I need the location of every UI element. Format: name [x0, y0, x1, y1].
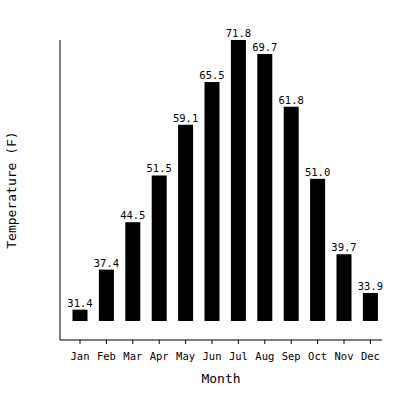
data-label: 59.1	[173, 112, 198, 124]
bar	[99, 270, 114, 321]
x-tick-label: Jan	[71, 350, 90, 362]
chart: 31.4 37.4 44.5 51.5 59.1 65.5 71.869.7 61.8 51.0…	[0, 0, 400, 400]
x-tick-label: Nov	[335, 350, 354, 362]
data-label: 51.0	[305, 166, 330, 178]
x-tick-label: Aug	[255, 350, 274, 362]
bar	[125, 222, 140, 321]
bar	[310, 179, 325, 321]
data-label: 65.5	[199, 69, 224, 81]
data-label: 71.8	[226, 27, 251, 39]
x-axis-label: Month	[201, 371, 240, 386]
bar	[284, 107, 299, 321]
x-tick-label: Jun	[203, 350, 222, 362]
bars	[73, 40, 378, 321]
data-label: 37.4	[94, 257, 119, 269]
x-tick-label: Feb	[97, 350, 116, 362]
data-label: 31.4	[67, 297, 92, 309]
bar	[205, 82, 220, 321]
x-tick-label: Dec	[361, 350, 380, 362]
x-tick-label: Oct	[308, 350, 327, 362]
y-axis-label: Temperature (F)	[4, 131, 19, 248]
y-axis	[60, 40, 61, 340]
x-axis	[60, 340, 382, 341]
data-label: 33.9	[358, 280, 383, 292]
x-tick	[212, 340, 213, 344]
x-tick-label: Jul	[229, 350, 248, 362]
x-tick-label: May	[176, 350, 195, 362]
data-label: 39.7	[331, 241, 356, 253]
bar	[178, 125, 193, 321]
x-tick	[317, 340, 318, 344]
bar	[73, 310, 88, 321]
x-tick	[80, 340, 81, 344]
x-tick	[344, 340, 345, 344]
x-tick	[132, 340, 133, 344]
x-tick	[370, 340, 371, 344]
x-tick	[264, 340, 265, 344]
bar	[363, 293, 378, 321]
x-tick	[185, 340, 186, 344]
x-tick-label: Apr	[150, 350, 169, 362]
x-tick	[159, 340, 160, 344]
bar	[257, 54, 272, 321]
data-label: 44.5	[120, 209, 145, 221]
x-tick	[238, 340, 239, 344]
data-label: 69.7	[252, 41, 277, 53]
data-label: 61.8	[279, 94, 304, 106]
x-tick	[291, 340, 292, 344]
bar	[152, 175, 167, 321]
bar	[337, 254, 352, 321]
x-tick	[106, 340, 107, 344]
x-tick-label: Sep	[282, 350, 301, 362]
x-tick-label: Mar	[123, 350, 142, 362]
data-label: 51.5	[147, 162, 172, 174]
bar	[231, 40, 246, 321]
